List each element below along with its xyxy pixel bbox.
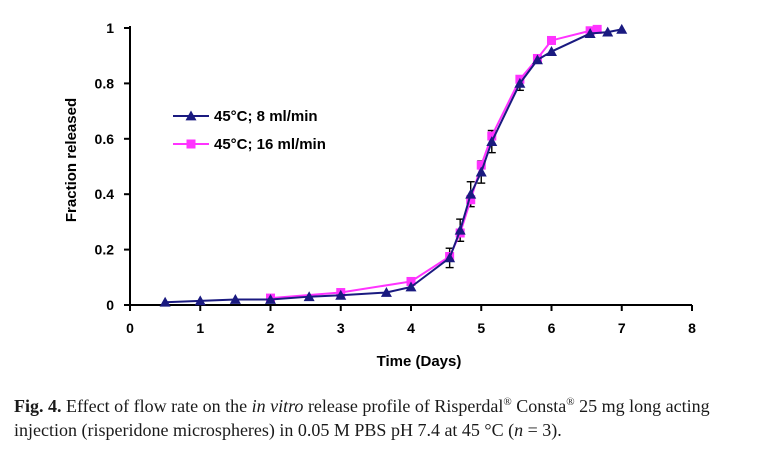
data-point bbox=[476, 160, 486, 170]
data-point bbox=[487, 131, 497, 141]
legend: 45°C; 8 ml/min 45°C; 16 ml/min bbox=[173, 108, 326, 153]
data-point bbox=[335, 289, 347, 300]
data-point bbox=[406, 276, 416, 286]
caption-text-3: Consta bbox=[516, 396, 567, 416]
y-tick-label: 0.4 bbox=[95, 186, 115, 202]
data-point bbox=[584, 28, 596, 38]
x-tick-label: 7 bbox=[618, 320, 626, 336]
data-point bbox=[465, 188, 477, 199]
data-point bbox=[486, 136, 498, 146]
caption-n-variable: n bbox=[514, 420, 524, 440]
data-point bbox=[616, 23, 628, 34]
series-layer bbox=[159, 23, 628, 307]
registered-mark-2: ® bbox=[566, 396, 575, 408]
registered-mark-1: ® bbox=[503, 396, 512, 408]
data-point bbox=[466, 195, 476, 205]
data-point bbox=[547, 35, 556, 45]
y-tick-label: 0.6 bbox=[95, 131, 115, 147]
x-axis-label: Time (Days) bbox=[377, 353, 462, 370]
data-point bbox=[602, 26, 614, 37]
data-point bbox=[592, 24, 602, 34]
caption-text-2: release profile of Risperdal bbox=[307, 396, 504, 416]
data-point bbox=[454, 224, 466, 235]
x-tick-label: 3 bbox=[337, 320, 345, 336]
x-tick-label: 1 bbox=[196, 320, 204, 336]
x-tick-label: 4 bbox=[407, 320, 415, 336]
y-tick-label: 1 bbox=[106, 20, 114, 36]
data-point bbox=[159, 296, 171, 307]
axes: 0 1 2 3 4 5 6 7 8 0 0.2 0.4 0.6 0.8 1 bbox=[95, 20, 697, 336]
x-tick-label: 8 bbox=[688, 320, 696, 336]
data-point bbox=[514, 77, 526, 88]
data-point bbox=[444, 252, 456, 263]
caption-italic: in vitro bbox=[251, 396, 304, 416]
legend-label: 45°C; 8 ml/min bbox=[214, 108, 318, 125]
y-tick-label: 0 bbox=[106, 297, 114, 313]
legend-marker bbox=[186, 139, 196, 149]
x-tick-label: 0 bbox=[126, 320, 134, 336]
legend-item: 45°C; 8 ml/min bbox=[173, 108, 318, 125]
caption-text-4: 25 mg long acting injection (risperidone… bbox=[14, 396, 710, 440]
caption-text-5: = 3). bbox=[523, 420, 562, 440]
data-point bbox=[546, 46, 557, 56]
y-tick-label: 0.8 bbox=[95, 75, 115, 91]
x-tick-label: 6 bbox=[548, 320, 556, 336]
data-point bbox=[194, 295, 206, 306]
y-tick-label: 0.2 bbox=[95, 242, 115, 258]
series-1 bbox=[266, 24, 602, 303]
series-line bbox=[165, 28, 622, 304]
legend-marker bbox=[185, 110, 197, 121]
figure-label: Fig. 4. bbox=[14, 396, 62, 416]
data-point bbox=[303, 291, 315, 302]
series-0 bbox=[159, 23, 628, 307]
data-point bbox=[405, 281, 417, 292]
data-point bbox=[265, 293, 276, 304]
data-point bbox=[475, 166, 487, 177]
y-axis-label: Fraction released bbox=[63, 98, 80, 222]
legend-item: 45°C; 16 ml/min bbox=[173, 136, 326, 153]
caption-text-1: Effect of flow rate on the bbox=[66, 396, 248, 416]
series-line bbox=[270, 28, 598, 300]
figure-caption: Fig. 4. Effect of flow rate on the in vi… bbox=[14, 394, 754, 442]
data-point bbox=[531, 54, 543, 65]
x-tick-label: 5 bbox=[477, 320, 485, 336]
data-point bbox=[229, 293, 241, 304]
legend-label: 45°C; 16 ml/min bbox=[214, 136, 326, 153]
release-profile-chart: 0 1 2 3 4 5 6 7 800.20.40.60.81 45°C; 8 ml/min45… bbox=[63, 20, 697, 370]
data-point bbox=[380, 287, 392, 297]
x-tick-label: 2 bbox=[267, 320, 275, 336]
